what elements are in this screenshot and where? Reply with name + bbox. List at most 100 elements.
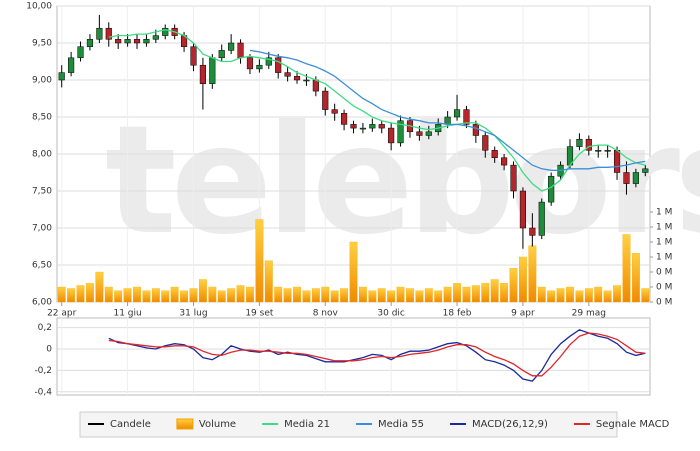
candle-body bbox=[124, 39, 131, 44]
candle-body bbox=[341, 113, 348, 125]
candle-body bbox=[322, 90, 329, 110]
candle-body bbox=[256, 64, 263, 70]
candle-body bbox=[199, 64, 206, 84]
legend-label: Media 21 bbox=[284, 419, 330, 430]
candle-body bbox=[501, 157, 508, 166]
candle-body bbox=[453, 109, 461, 118]
candle-body bbox=[529, 227, 536, 236]
candle-body bbox=[115, 39, 122, 44]
volume-bar bbox=[406, 288, 414, 303]
y-tick-label: 6,50 bbox=[32, 261, 52, 271]
candle-body bbox=[96, 27, 103, 40]
x-tick-label: 31 lug bbox=[179, 309, 207, 319]
candle-body bbox=[491, 150, 498, 158]
volume-bar bbox=[217, 290, 226, 303]
volume-bar bbox=[556, 288, 565, 303]
volume-bar bbox=[528, 245, 537, 303]
candle-body bbox=[472, 124, 479, 136]
legend-label: MACD(26,12,9) bbox=[472, 419, 548, 430]
y-tick-label: 9,00 bbox=[32, 76, 52, 86]
candle-body bbox=[133, 39, 141, 44]
candle-body bbox=[77, 46, 84, 59]
volume-bar bbox=[86, 283, 94, 303]
volume-bar bbox=[387, 290, 396, 303]
candle-body bbox=[378, 124, 385, 129]
candle-body bbox=[613, 150, 621, 173]
candle-body bbox=[388, 127, 395, 144]
y-tick-label: 10,00 bbox=[26, 2, 52, 12]
candle-body bbox=[604, 150, 611, 152]
volume-bar bbox=[622, 234, 631, 303]
volume-bar bbox=[613, 285, 621, 303]
legend: Candele Volume Media 21 Media 55 MACD(26,12,… bbox=[79, 411, 670, 438]
volume-bar bbox=[283, 288, 292, 303]
volume-bar bbox=[57, 286, 66, 303]
y2-tick-label: 1 M bbox=[656, 208, 672, 218]
candle-body bbox=[519, 190, 527, 229]
legend-label: Segnale MACD bbox=[596, 419, 670, 430]
candle-body bbox=[312, 79, 319, 92]
legend-label: Media 55 bbox=[378, 419, 424, 430]
legend-label: Volume bbox=[199, 419, 236, 430]
y-tick-label: 9,50 bbox=[32, 39, 52, 49]
legend-box bbox=[79, 411, 618, 438]
y2-tick-label: 0 M bbox=[656, 283, 672, 293]
y-tick-label: 7,50 bbox=[32, 187, 52, 197]
volume-bar bbox=[575, 290, 584, 303]
volume-bar bbox=[142, 290, 151, 303]
candle-body bbox=[275, 57, 282, 73]
candle-body bbox=[538, 201, 545, 236]
candle-body bbox=[576, 138, 583, 147]
volume-bar bbox=[227, 288, 236, 303]
volume-bar bbox=[509, 268, 518, 303]
volume-bar bbox=[462, 286, 471, 303]
volume-bar bbox=[311, 288, 320, 303]
volume-bar bbox=[123, 288, 132, 303]
y2-tick-label: 1 M bbox=[656, 253, 672, 263]
volume-bar bbox=[246, 286, 254, 303]
candle-body bbox=[416, 131, 423, 136]
volume-bar bbox=[519, 256, 527, 303]
candle-body bbox=[190, 46, 197, 66]
volume-bar bbox=[424, 288, 433, 303]
y-tick-label: -0,2 bbox=[34, 366, 52, 376]
volume-bar bbox=[114, 290, 123, 303]
volume-bar bbox=[481, 283, 490, 303]
legend-label: Candele bbox=[110, 419, 151, 430]
volume-bar bbox=[434, 290, 443, 303]
volume-bar bbox=[453, 283, 461, 303]
candle-body bbox=[595, 150, 602, 152]
y2-tick-label: 1 M bbox=[656, 238, 672, 248]
moving-average bbox=[108, 29, 646, 192]
candle-body bbox=[444, 116, 451, 125]
x-tick-label: 22 apr bbox=[47, 309, 77, 319]
moving-average bbox=[249, 49, 646, 171]
macd-line bbox=[108, 332, 646, 377]
y2-tick-label: 0 M bbox=[656, 298, 672, 308]
volume-bar bbox=[236, 285, 245, 303]
candle-body bbox=[58, 72, 65, 81]
candle-body bbox=[162, 27, 169, 36]
x-tick-label: 30 dic bbox=[377, 309, 405, 319]
volume-bar bbox=[349, 241, 358, 303]
candle-body bbox=[228, 42, 235, 51]
volume-bar bbox=[330, 290, 339, 303]
candle-body bbox=[642, 168, 649, 173]
volume-bar bbox=[95, 271, 104, 303]
x-tick-label: 29 mag bbox=[572, 309, 606, 319]
volume-bar bbox=[274, 286, 283, 303]
candle-body bbox=[284, 72, 291, 77]
volume-bar bbox=[208, 286, 217, 303]
y2-tick-label: 0 M bbox=[656, 268, 672, 278]
x-tick-label: 18 feb bbox=[443, 309, 472, 319]
volume-bar bbox=[358, 286, 367, 303]
volume-bar bbox=[67, 288, 76, 303]
x-tick-label: 8 nov bbox=[313, 309, 339, 319]
volume-bar bbox=[76, 285, 85, 303]
volume-bar bbox=[180, 290, 188, 303]
candle-body bbox=[209, 57, 216, 84]
volume-bar bbox=[471, 285, 480, 303]
watermark: teleborsa bbox=[105, 94, 700, 268]
volume-bar bbox=[170, 286, 179, 303]
